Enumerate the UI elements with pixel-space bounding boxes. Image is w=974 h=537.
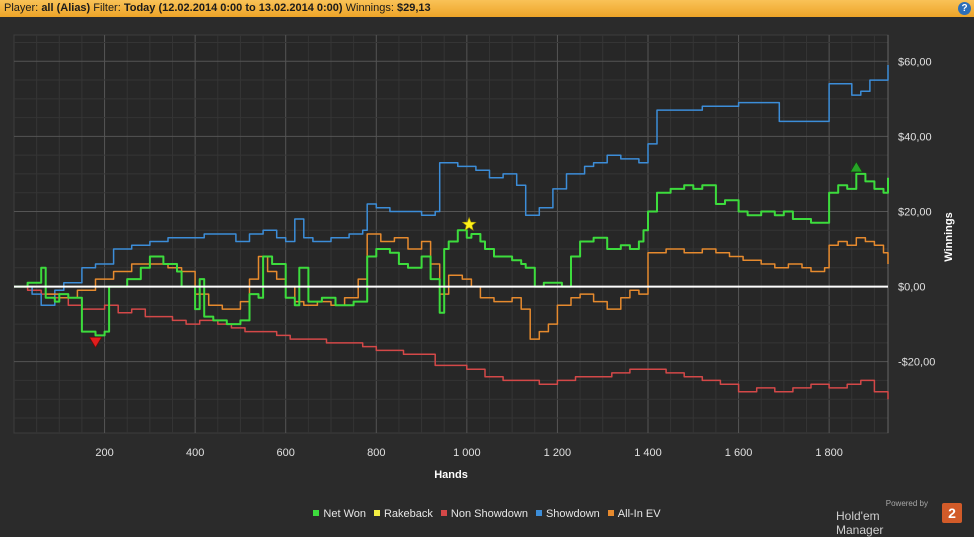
winnings-chart: 200 400 600 800 1 000 1 200 1 400 1 600 1 800 $60… [13, 34, 955, 481]
axis-ticks: 200 400 600 800 1 000 1 200 1 400 1 600 1 800 $60… [95, 56, 935, 459]
branding: Powered by Hold'em Manager 2 [836, 498, 966, 537]
x-tick-label: 800 [367, 447, 385, 459]
legend-item-all-in-ev[interactable]: All-In EV [607, 508, 661, 520]
header-bar: Player: all (Alias) Filter: Today (12.02… [0, 0, 974, 17]
x-tick-label: 1 600 [725, 447, 753, 459]
y-tick-label: -$20,00 [898, 357, 935, 369]
min-marker-icon [88, 337, 103, 348]
help-icon[interactable]: ? [958, 2, 971, 15]
legend-label: Showdown [545, 508, 600, 520]
y-tick-label: $0,00 [898, 282, 926, 294]
series-line-all-in-ev [14, 233, 889, 340]
player-label: Player: [4, 2, 39, 14]
y-tick-label: $40,00 [898, 131, 932, 143]
powered-by-text: Powered by [885, 499, 928, 508]
x-axis-label: Hands [434, 469, 468, 481]
legend-swatch [440, 510, 447, 516]
legend-swatch [535, 510, 542, 516]
winnings-value: $29,13 [396, 2, 431, 14]
legend-label: Rakeback [383, 508, 433, 520]
brand-name: Hold'em Manager [836, 509, 884, 537]
x-tick-label: 600 [277, 447, 295, 459]
y-tick-label: $60,00 [898, 56, 932, 68]
winnings-label: Winnings: [345, 2, 394, 14]
legend-swatch [607, 510, 614, 516]
x-tick-label: 1 800 [815, 447, 843, 459]
legend-label: All-In EV [617, 508, 661, 520]
markers [14, 161, 888, 348]
series-line-showdown [14, 65, 889, 307]
filter-label: Filter: [93, 2, 121, 14]
legend-item-showdown[interactable]: Showdown [535, 508, 600, 520]
x-tick-label: 1 000 [453, 447, 481, 459]
y-tick-label: $20,00 [898, 206, 932, 218]
series-line-non-showdown [14, 285, 889, 400]
series-lines [14, 65, 889, 400]
y-axis-label: Winnings [943, 212, 955, 261]
legend-swatch [313, 510, 320, 516]
legend: Net Won Rakeback Non Showdown Showdown All-I… [0, 508, 974, 520]
legend-label: Net Won [323, 508, 366, 520]
x-tick-label: 200 [95, 447, 113, 459]
legend-label: Non Showdown [450, 508, 528, 520]
x-tick-label: 400 [186, 447, 204, 459]
max-marker-icon [849, 161, 863, 173]
legend-swatch [373, 510, 380, 516]
legend-item-net-won[interactable]: Net Won [313, 508, 366, 520]
player-value: all (Alias) [41, 2, 91, 14]
x-tick-label: 1 200 [544, 447, 572, 459]
series-line-net-won [14, 172, 889, 337]
filter-value: Today (12.02.2014 0:00 to 13.02.2014 0:0… [123, 2, 343, 14]
star-marker-icon [461, 216, 477, 231]
x-tick-label: 1 400 [634, 447, 662, 459]
legend-item-rakeback[interactable]: Rakeback [373, 508, 433, 520]
legend-item-non-showdown[interactable]: Non Showdown [440, 508, 528, 520]
plot-area [13, 34, 889, 434]
grid-lines [14, 35, 889, 433]
brand-logo-icon: 2 [942, 503, 962, 523]
